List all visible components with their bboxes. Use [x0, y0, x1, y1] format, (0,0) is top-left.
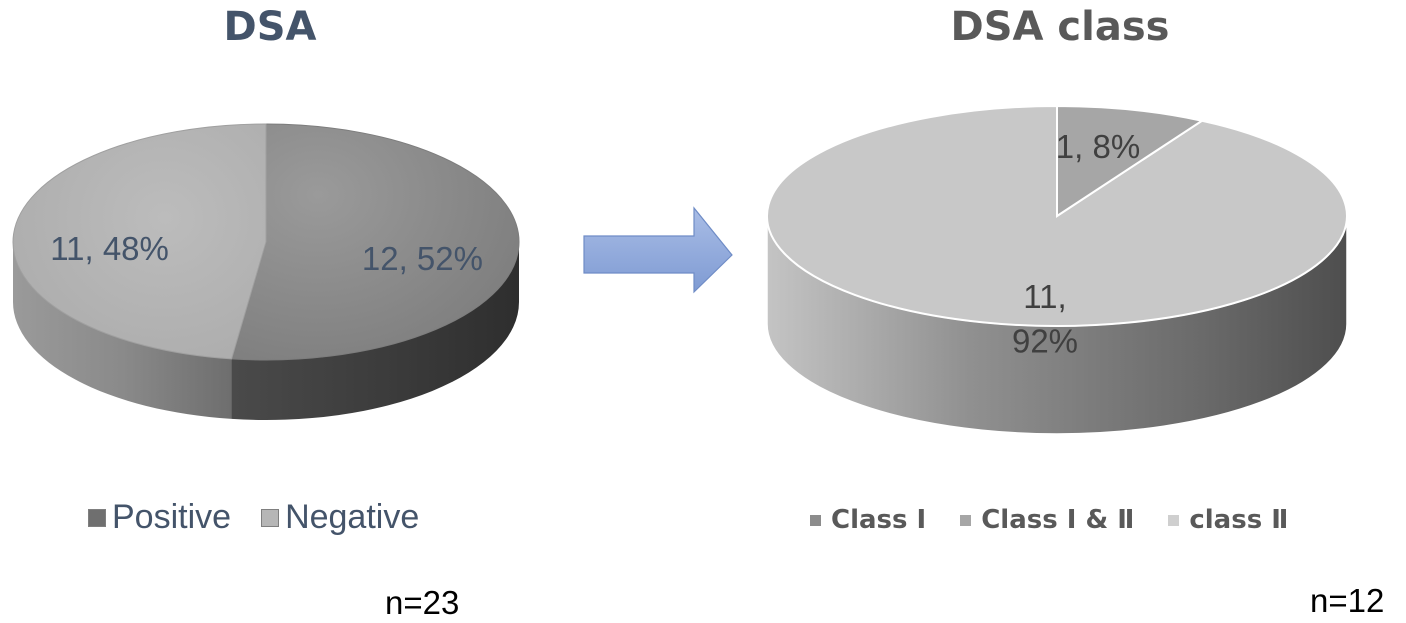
- legend-swatch-class-1: [810, 514, 821, 526]
- legend-item-negative: Negative: [261, 498, 419, 537]
- legend-swatch-class-1-2: [960, 514, 972, 526]
- right-arrow-icon: [583, 206, 733, 294]
- legend-label-class-2: class Ⅱ: [1189, 505, 1289, 535]
- pie-slice-positive: [230, 123, 520, 361]
- sample-size-dsa-class: n=12: [1310, 582, 1385, 619]
- legend-item-class-2: class Ⅱ: [1168, 505, 1288, 535]
- legend-swatch-negative: [261, 508, 280, 527]
- data-label-class-2: 11, 92%: [1012, 278, 1078, 360]
- pie-slice-class-1: [1056, 104, 1205, 218]
- pie-side-positive: [231, 242, 519, 420]
- legend-item-class-1-2: Class Ⅰ & Ⅱ: [960, 505, 1134, 535]
- pie-slice-negative: [12, 123, 267, 360]
- legend-label-negative: Negative: [285, 498, 420, 536]
- legend-swatch-positive: [88, 508, 106, 527]
- pie-chart-dsa: 12, 52% 11, 48%: [12, 123, 520, 420]
- legend-label-class-1: Class Ⅰ: [831, 505, 927, 535]
- legend-item-positive: Positive: [88, 498, 231, 537]
- legend-label-class-1-2: Class Ⅰ & Ⅱ: [981, 505, 1135, 535]
- data-label-positive: 12, 52%: [362, 240, 483, 277]
- chart-title-dsa-class: DSA class: [950, 4, 1170, 50]
- legend-label-positive: Positive: [112, 498, 232, 536]
- data-label-negative: 11, 48%: [50, 230, 169, 267]
- data-label-class-1: 1, 8%: [1056, 128, 1140, 165]
- legend-item-class-1: Class Ⅰ: [810, 505, 926, 535]
- legend-dsa-class: Class Ⅰ Class Ⅰ & Ⅱ class Ⅱ: [810, 505, 1322, 535]
- pie-chart-dsa-class: 1, 8% 11, 92%: [766, 104, 1348, 435]
- pie-side-negative: [13, 242, 232, 419]
- legend-dsa: Positive Negative: [88, 498, 449, 537]
- sample-size-dsa: n=23: [385, 584, 460, 621]
- chart-title-dsa: DSA: [223, 4, 317, 50]
- legend-swatch-class-2: [1168, 514, 1180, 526]
